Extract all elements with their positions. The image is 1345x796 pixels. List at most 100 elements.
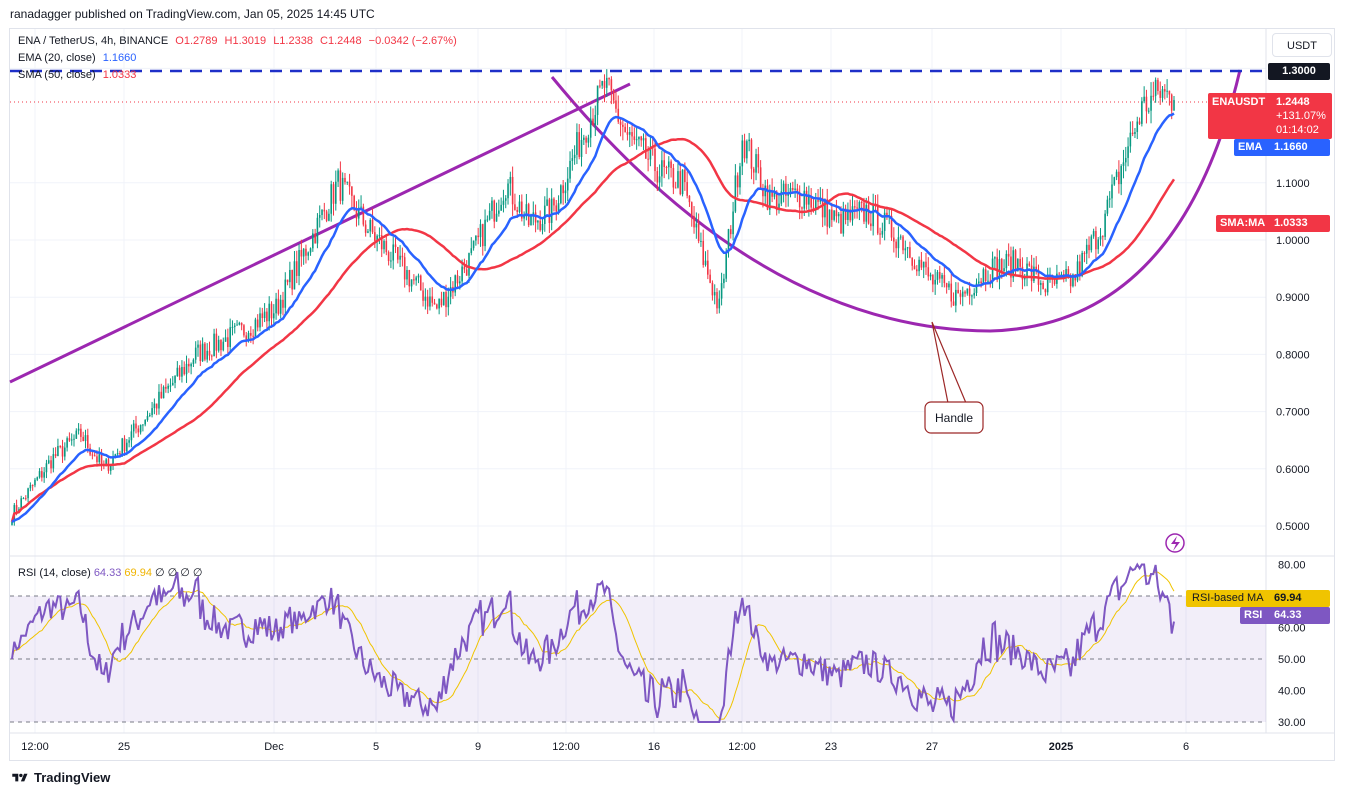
candle-body bbox=[403, 257, 406, 280]
candle-body bbox=[1124, 157, 1127, 163]
candle-body bbox=[1000, 259, 1003, 271]
candle-body bbox=[847, 209, 849, 220]
high-value: H1.3019 bbox=[224, 35, 267, 47]
candle-body bbox=[233, 325, 236, 327]
candle-body bbox=[665, 166, 668, 168]
candle-body bbox=[252, 335, 254, 337]
ema-tag: EMA 1.1660 bbox=[1234, 139, 1330, 156]
sma-legend-label: SMA (50, close) bbox=[18, 69, 96, 81]
candle-body bbox=[91, 454, 94, 456]
candle-body bbox=[328, 213, 330, 221]
candle-body bbox=[436, 304, 438, 309]
candle-body bbox=[80, 428, 82, 437]
candle-body bbox=[54, 454, 57, 457]
candle-body bbox=[1154, 79, 1157, 96]
sma-legend[interactable]: SMA (50, close) 1.0333 bbox=[18, 69, 140, 81]
candle-body bbox=[312, 233, 314, 249]
candle-body bbox=[849, 209, 852, 221]
time-tick-label: 16 bbox=[648, 741, 660, 753]
rsi-legend[interactable]: RSI (14, close) 64.33 69.94 ∅ ∅ ∅ ∅ bbox=[18, 566, 203, 579]
candle-body bbox=[128, 440, 130, 443]
candle-body bbox=[68, 438, 71, 441]
candle-body bbox=[982, 269, 985, 284]
candle-body bbox=[376, 235, 378, 241]
close-value: C1.2448 bbox=[320, 35, 362, 47]
candle-body bbox=[238, 322, 241, 325]
alert-bolt-icon bbox=[1171, 536, 1180, 551]
candle-body bbox=[82, 436, 84, 441]
candle-body bbox=[47, 460, 50, 464]
candle-body bbox=[716, 292, 718, 309]
candle-body bbox=[31, 485, 34, 487]
candle-body bbox=[410, 279, 413, 287]
candle-body bbox=[727, 229, 730, 253]
candle-body bbox=[511, 176, 514, 205]
footer-brand[interactable]: TradingView bbox=[10, 770, 110, 785]
candle-body bbox=[229, 327, 231, 347]
candle-body bbox=[1161, 89, 1164, 98]
candle-body bbox=[516, 210, 519, 212]
candle-body bbox=[810, 195, 812, 208]
candle-body bbox=[555, 205, 558, 212]
candle-body bbox=[624, 126, 626, 133]
candle-body bbox=[337, 170, 339, 182]
candle-body bbox=[1076, 261, 1079, 281]
candle-body bbox=[762, 189, 764, 197]
candle-body bbox=[794, 188, 796, 190]
candle-body bbox=[344, 177, 346, 183]
symbol-name[interactable]: ENA / TetherUS, 4h, BINANCE bbox=[18, 35, 169, 47]
open-value: O1.2789 bbox=[175, 35, 218, 47]
candle-body bbox=[77, 428, 80, 431]
candle-body bbox=[984, 269, 987, 281]
candle-body bbox=[293, 261, 296, 290]
candle-body bbox=[236, 324, 238, 326]
ema-legend[interactable]: EMA (20, close) 1.1660 bbox=[18, 52, 140, 64]
candle-body bbox=[20, 498, 22, 510]
candle-body bbox=[1065, 268, 1067, 276]
candle-body bbox=[442, 291, 445, 306]
candle-body bbox=[144, 419, 146, 425]
price-tag: ENAUSDT 1.2448 +131.07% 01:14:02 bbox=[1208, 93, 1332, 139]
candle-body bbox=[486, 219, 489, 221]
currency-button[interactable]: USDT bbox=[1272, 33, 1332, 57]
candle-body bbox=[272, 313, 275, 319]
candle-body bbox=[275, 298, 277, 314]
candle-body bbox=[773, 191, 776, 197]
candle-body bbox=[261, 313, 264, 319]
candle-body bbox=[690, 202, 693, 217]
candle-body bbox=[1014, 250, 1017, 272]
candle-body bbox=[704, 260, 707, 265]
sma-tag: SMA:MA 1.0333 bbox=[1216, 215, 1330, 232]
candle-body bbox=[778, 203, 780, 211]
candle-body bbox=[130, 431, 133, 441]
candle-body bbox=[194, 347, 197, 360]
candle-body bbox=[213, 333, 215, 357]
candle-body bbox=[385, 240, 388, 253]
candle-body bbox=[1081, 252, 1083, 277]
candle-body bbox=[298, 250, 300, 276]
candle-body bbox=[415, 277, 417, 281]
candle-body bbox=[137, 428, 140, 433]
candle-body bbox=[139, 424, 142, 433]
candle-body bbox=[1147, 110, 1150, 112]
candle-body bbox=[1028, 263, 1031, 266]
candle-body bbox=[210, 355, 213, 357]
candle-body bbox=[1099, 236, 1102, 240]
candle-body bbox=[43, 472, 45, 478]
candle-body bbox=[557, 203, 560, 212]
candle-body bbox=[295, 261, 298, 276]
candle-body bbox=[309, 248, 312, 253]
candle-body bbox=[268, 303, 271, 322]
candle-body bbox=[890, 215, 893, 238]
candle-body bbox=[1062, 274, 1065, 276]
candle-body bbox=[732, 211, 734, 235]
candle-body bbox=[1079, 261, 1081, 277]
time-tick-label: 25 bbox=[118, 741, 130, 753]
candle-body bbox=[619, 121, 622, 125]
candle-body bbox=[204, 343, 206, 360]
candle-body bbox=[206, 350, 208, 360]
candle-body bbox=[390, 260, 392, 262]
candle-body bbox=[803, 190, 806, 209]
candle-body bbox=[856, 207, 858, 209]
